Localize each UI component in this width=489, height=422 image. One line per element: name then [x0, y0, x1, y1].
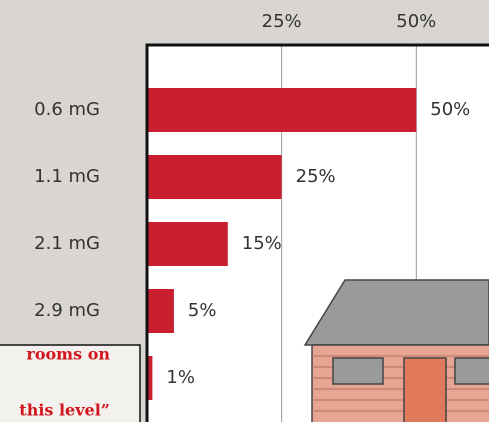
value-label: 25% — [296, 166, 336, 187]
y-tick-label: 2.1 mG — [34, 233, 100, 254]
bar — [147, 222, 228, 266]
value-label: 5% — [188, 300, 217, 321]
bar — [147, 289, 174, 333]
value-label: 1% — [166, 367, 195, 388]
y-tick-label: 0.6 mG — [34, 99, 100, 120]
house — [305, 280, 489, 422]
annotation: this level” — [19, 401, 110, 420]
y-tick-label: 1.1 mG — [34, 166, 100, 187]
y-tick-label: 2.9 mG — [34, 300, 100, 321]
chart: 25% 50% 0.6 mG 50% 1.1 mG 25% 2.1 mG 15% 2.9 mG 5… — [0, 0, 489, 422]
x-tick-label: 25% — [262, 11, 302, 32]
x-tick-label: 50% — [396, 11, 436, 32]
value-label: 15% — [242, 233, 282, 254]
value-label: 50% — [430, 99, 470, 120]
annotation: rooms on — [26, 345, 110, 364]
bar — [147, 155, 282, 199]
bar — [147, 88, 416, 132]
